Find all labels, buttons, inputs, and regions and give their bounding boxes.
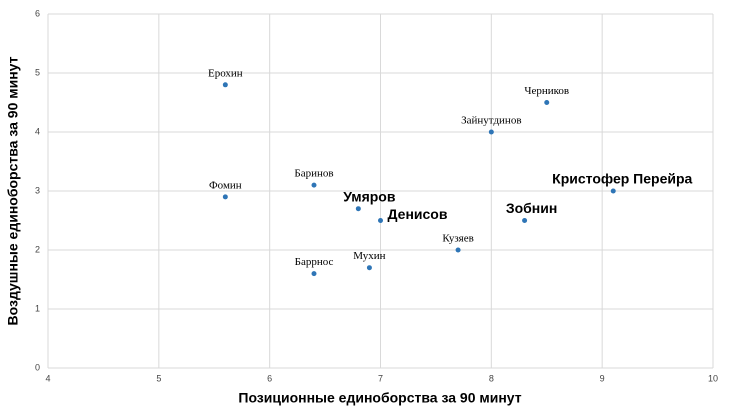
data-point — [311, 271, 317, 277]
point-label: Умяров — [343, 188, 396, 204]
point-label: Денисов — [388, 206, 448, 222]
point-label: Баринов — [294, 168, 333, 180]
data-point — [610, 188, 616, 194]
data-point — [366, 265, 372, 271]
point-label: Кристофер Перейра — [552, 171, 692, 187]
y-tick-label: 2 — [35, 244, 40, 254]
point-label: Мухин — [353, 250, 385, 262]
y-tick-label: 5 — [35, 67, 40, 77]
y-tick-label: 1 — [35, 303, 40, 313]
point-label: Кузяев — [442, 233, 474, 245]
point-label: Зобнин — [506, 200, 558, 216]
data-point — [522, 218, 528, 223]
x-tick-label: 6 — [267, 373, 272, 383]
x-tick-label: 9 — [600, 373, 605, 383]
data-point — [455, 247, 461, 253]
point-label: Ерохин — [208, 67, 243, 79]
data-point — [222, 194, 228, 200]
x-tick-label: 5 — [156, 373, 161, 383]
data-point — [378, 218, 383, 223]
point-label: Фомин — [209, 179, 242, 191]
x-tick-label: 10 — [708, 373, 718, 383]
point-label: Баррнос — [295, 256, 334, 268]
point-label: Черников — [524, 85, 569, 97]
x-axis-title: Позиционные единоборства за 90 минут — [238, 390, 521, 406]
data-point — [355, 206, 361, 212]
y-tick-label: 4 — [35, 126, 40, 136]
data-point — [488, 129, 494, 135]
x-tick-label: 4 — [45, 373, 50, 383]
data-point — [222, 82, 228, 88]
data-point — [311, 182, 317, 188]
data-point — [544, 100, 550, 105]
point-label: Зайнутдинов — [461, 115, 521, 127]
x-tick-label: 8 — [489, 373, 494, 383]
y-tick-label: 3 — [35, 185, 40, 195]
y-tick-label: 0 — [35, 362, 40, 372]
y-tick-label: 6 — [35, 8, 40, 18]
x-tick-label: 7 — [378, 373, 383, 383]
y-axis-title: Воздушные единоборства за 90 минут — [5, 56, 21, 325]
